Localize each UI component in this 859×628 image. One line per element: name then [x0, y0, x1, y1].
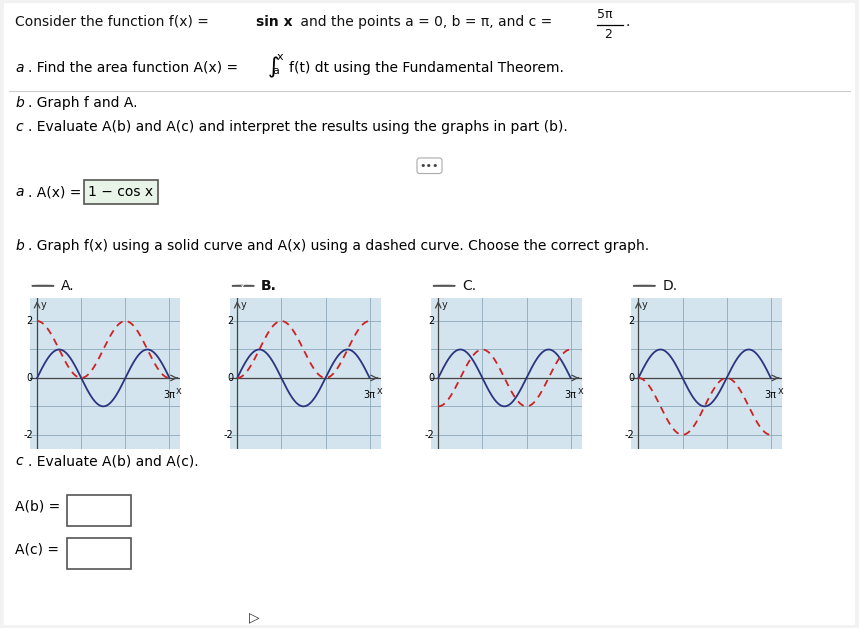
- Text: •••: •••: [420, 161, 439, 171]
- Text: ✓: ✓: [239, 280, 247, 290]
- Text: ∫: ∫: [268, 57, 280, 78]
- Text: . A(x) =: . A(x) =: [28, 185, 82, 199]
- Text: -2: -2: [424, 430, 434, 440]
- Text: x: x: [176, 386, 182, 396]
- Text: B.: B.: [261, 279, 277, 293]
- Text: 2: 2: [27, 316, 33, 326]
- Text: c: c: [15, 455, 23, 468]
- Text: sin x: sin x: [256, 14, 293, 29]
- Text: y: y: [442, 300, 448, 310]
- Circle shape: [633, 285, 655, 286]
- Text: -2: -2: [23, 430, 33, 440]
- Text: 2: 2: [628, 316, 634, 326]
- Text: f(t) dt using the Fundamental Theorem.: f(t) dt using the Fundamental Theorem.: [289, 60, 564, 75]
- Text: 3π: 3π: [363, 390, 375, 400]
- Text: x: x: [577, 386, 583, 396]
- Circle shape: [433, 285, 455, 286]
- Text: . Find the area function A(x) =: . Find the area function A(x) =: [28, 60, 239, 75]
- Text: 5π: 5π: [597, 8, 612, 21]
- Text: .: .: [625, 14, 630, 29]
- Text: 0: 0: [628, 373, 634, 383]
- Text: y: y: [40, 300, 46, 310]
- Text: 3π: 3π: [564, 390, 576, 400]
- Text: . Evaluate A(b) and A(c) and interpret the results using the graphs in part (b).: . Evaluate A(b) and A(c) and interpret t…: [28, 120, 568, 134]
- FancyBboxPatch shape: [67, 495, 131, 526]
- Text: b: b: [15, 96, 24, 110]
- Text: 0: 0: [428, 373, 434, 383]
- Text: 1 − cos x: 1 − cos x: [88, 185, 154, 199]
- Text: . Graph f and A.: . Graph f and A.: [28, 96, 137, 110]
- Text: a: a: [15, 60, 24, 75]
- Text: Consider the function f(x) =: Consider the function f(x) =: [15, 14, 210, 29]
- Circle shape: [32, 285, 54, 286]
- Text: y: y: [241, 300, 247, 310]
- Text: c: c: [15, 120, 23, 134]
- Text: a: a: [15, 185, 24, 199]
- Circle shape: [232, 285, 254, 286]
- Text: x: x: [777, 386, 783, 396]
- Text: A(c) =: A(c) =: [15, 542, 64, 556]
- FancyBboxPatch shape: [67, 538, 131, 569]
- Text: a: a: [272, 65, 279, 75]
- Text: 3π: 3π: [765, 390, 777, 400]
- Text: and the points a = 0, b = π, and c =: and the points a = 0, b = π, and c =: [296, 14, 552, 29]
- Text: C.: C.: [462, 279, 476, 293]
- Text: 3π: 3π: [163, 390, 175, 400]
- Text: A(b) =: A(b) =: [15, 499, 65, 513]
- Text: x: x: [277, 52, 283, 62]
- Text: y: y: [642, 300, 648, 310]
- Text: . Evaluate A(b) and A(c).: . Evaluate A(b) and A(c).: [28, 455, 199, 468]
- Text: 0: 0: [27, 373, 33, 383]
- Text: x: x: [376, 386, 382, 396]
- Text: 2: 2: [227, 316, 233, 326]
- Text: 2: 2: [604, 28, 612, 41]
- Text: ▷: ▷: [249, 610, 259, 624]
- Text: 0: 0: [227, 373, 233, 383]
- Text: . Graph f(x) using a solid curve and A(x) using a dashed curve. Choose the corre: . Graph f(x) using a solid curve and A(x…: [28, 239, 649, 253]
- Text: 2: 2: [428, 316, 434, 326]
- Text: b: b: [15, 239, 24, 253]
- Text: -2: -2: [624, 430, 634, 440]
- Text: D.: D.: [662, 279, 678, 293]
- Text: A.: A.: [61, 279, 75, 293]
- Text: -2: -2: [223, 430, 233, 440]
